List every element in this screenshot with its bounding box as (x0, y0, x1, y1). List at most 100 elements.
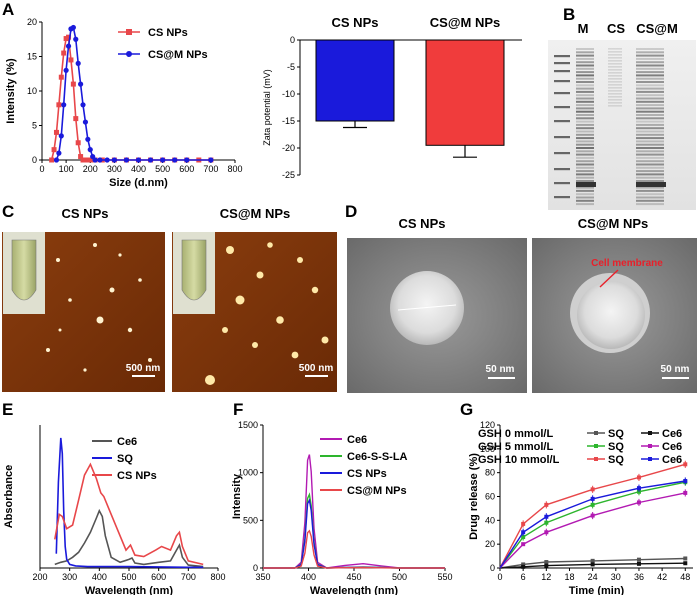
lane-m-band (576, 123, 594, 126)
legend-label: Ce6 (117, 436, 137, 448)
ladder-band (554, 182, 570, 185)
lane-csm-band (636, 48, 664, 50)
afm-particle (68, 298, 72, 302)
release-point (590, 487, 595, 492)
afm-scale-left: 500 nm (126, 363, 161, 374)
release-point (683, 479, 688, 484)
csm-nps-series-point (104, 157, 110, 163)
lane-cs-band (608, 75, 622, 77)
legend-marker (594, 431, 598, 435)
y-tick-label: 0 (290, 35, 295, 45)
release-point (544, 530, 549, 535)
gel-lane-cs: CS (607, 21, 625, 36)
legend-label: CS@M NPs (347, 485, 407, 497)
afm-particle (235, 295, 245, 305)
release-point (590, 496, 595, 501)
afm-particle (58, 328, 62, 332)
csm-nps-series-point (135, 157, 142, 163)
lane-m-band (576, 153, 594, 156)
lane-csm-band (636, 189, 664, 192)
release-point (636, 557, 641, 562)
y-tick-label: 40 (485, 515, 495, 525)
x-tick-label: 30 (611, 572, 621, 582)
lane-csm-band (636, 81, 664, 83)
lane-cs-band (608, 66, 622, 68)
afm-particle (222, 327, 228, 333)
lane-csm-band (636, 61, 664, 64)
release-point (521, 564, 526, 569)
legend-marker (594, 444, 598, 448)
tem-particle-right (577, 281, 645, 349)
afm-left-title: CS NPs (62, 206, 109, 221)
lane-m-band (576, 71, 594, 74)
ladder-band (554, 80, 570, 83)
lane-m-band (576, 127, 594, 130)
lane-cs-band (608, 54, 622, 56)
lane-csm-band (636, 173, 664, 176)
release-point (636, 475, 641, 480)
abs-series-line (54, 462, 204, 566)
afm-particle (96, 316, 104, 324)
y-tick-label: 20 (485, 539, 495, 549)
afm-particle (83, 368, 87, 372)
release-point (636, 486, 641, 491)
cs-nps-series-point (56, 102, 62, 108)
afm-particle (56, 258, 60, 262)
lane-m-band (576, 150, 594, 153)
afm-particles (46, 242, 329, 385)
y-tick-label: 20 (27, 17, 37, 27)
cs-nps-series-point (53, 129, 59, 135)
afm-particle (109, 287, 115, 293)
csm-nps-series-point (172, 157, 178, 163)
release-series-line (499, 557, 686, 569)
lane-m-band (576, 147, 594, 149)
lane-csm-band (636, 143, 664, 146)
csm-nps-series-point (53, 157, 60, 163)
lane-m-band (576, 203, 594, 206)
lane-csm-band (636, 176, 664, 179)
y-tick-label: 120 (480, 420, 495, 430)
x-tick-label: 700 (181, 572, 196, 582)
x-axis-label: Wavelength (nm) (85, 585, 174, 595)
release-point (521, 530, 526, 535)
panel-label-f: F (233, 400, 243, 419)
x-axis-label: Wavelength (nm) (310, 585, 399, 595)
lane-m-band (576, 107, 594, 110)
lane-csm-band (636, 94, 664, 97)
ladder-band (554, 168, 570, 171)
lane-m-band (576, 84, 594, 87)
afm-particle (138, 278, 142, 282)
lane-cs-band (608, 69, 622, 71)
tem-scale-right: 50 nm (661, 364, 690, 375)
afm-particle (46, 348, 50, 352)
csm-nps-series-point (97, 157, 103, 163)
lane-cs-band (608, 63, 622, 65)
y-tick-label: 60 (485, 492, 495, 502)
lane-m-band (576, 57, 594, 60)
lane-csm-band (636, 57, 664, 60)
csm-nps-series-point (147, 157, 154, 163)
abs-series-line (54, 508, 204, 568)
lane-csm-band (636, 77, 664, 80)
x-tick-label: 500 (121, 572, 136, 582)
panel-label-c: C (2, 202, 14, 221)
x-tick-label: 400 (131, 164, 146, 174)
y-tick-label: 500 (243, 515, 258, 525)
panel-label-g: G (460, 400, 473, 419)
lane-m-band (576, 90, 594, 93)
fluor-series-line (263, 492, 445, 569)
y-tick-label: 5 (32, 121, 37, 131)
y-axis-label: Absorbance (3, 465, 15, 529)
cs-nps-series-point (49, 157, 55, 163)
legend-label: CS@M NPs (148, 49, 208, 61)
ladder-band (554, 92, 570, 95)
release-series-line (499, 492, 686, 569)
fluorescence-chart: 350 400 450 500 550 0 500 1000 1500 Wavelength (n… (231, 420, 453, 595)
lane-cs-band (608, 48, 622, 50)
drug-release-chart: 0 6 12 18 24 30 36 42 48 0 20 40 60 80 100 120 Time (min… (468, 420, 693, 595)
legend-label: Ce6 (662, 428, 682, 440)
lane-m-band (576, 117, 594, 120)
csm-nps-series-point (56, 150, 62, 156)
ladder-band (554, 55, 570, 58)
csm-nps-series-point (75, 60, 81, 66)
